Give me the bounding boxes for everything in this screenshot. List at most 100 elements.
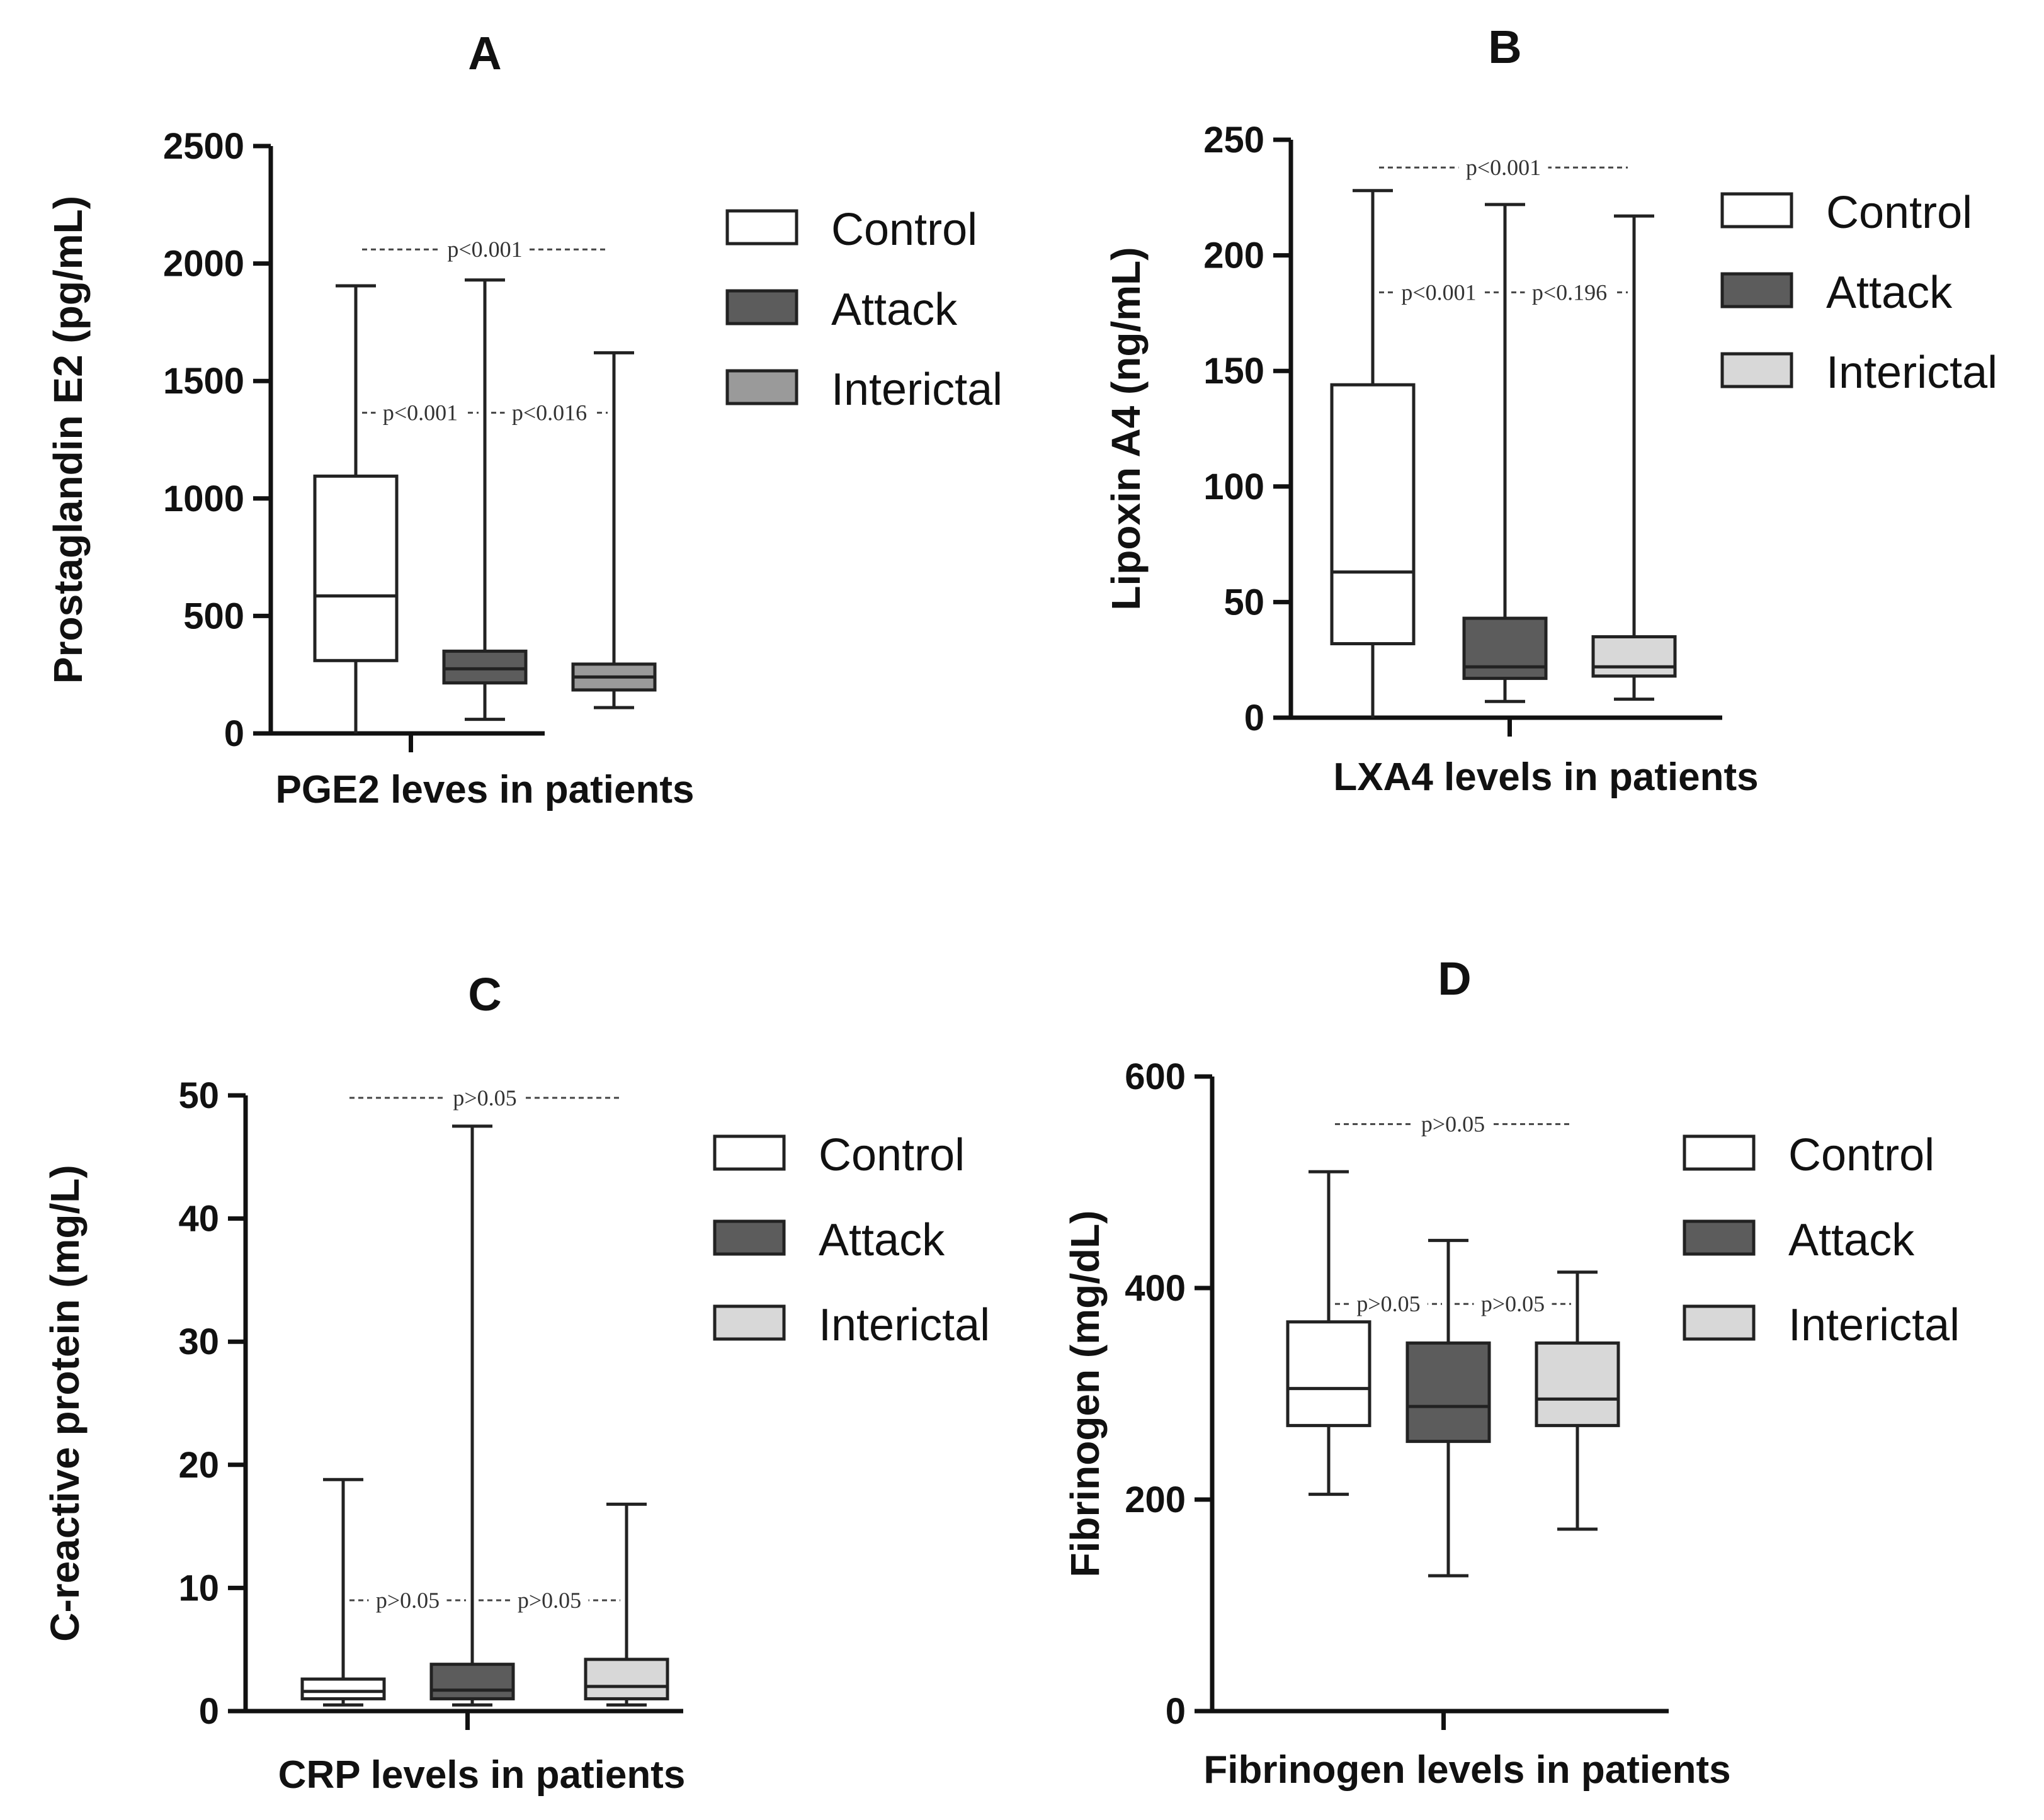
box-control [300, 1478, 386, 1707]
legend-label: Attack [1788, 1215, 1915, 1265]
iqr-box [429, 1663, 515, 1700]
iqr-box [1405, 1341, 1491, 1444]
y-axis-label: C-reactive protein (mg/L) [42, 1165, 88, 1641]
legend-item-control: Control [725, 205, 977, 255]
legend-item-control: Control [1683, 1130, 1934, 1180]
legend-label: Attack [831, 285, 958, 335]
y-tick-label: 500 [183, 596, 244, 636]
significance-label-bg [446, 1083, 524, 1111]
legend-swatch [1683, 1304, 1756, 1341]
legend-swatch [713, 1219, 786, 1256]
y-tick-label: 1000 [163, 478, 244, 519]
significance-annotation: p>0.05 [349, 1586, 466, 1613]
legend-label: Interictal [831, 365, 1002, 415]
significance-label-bg [440, 235, 530, 263]
y-axis-label: Lipoxin A4 (ng/mL) [1103, 247, 1149, 610]
significance-label-bg [1394, 278, 1484, 305]
y-tick-label: 30 [178, 1321, 219, 1362]
legend-item-interictal: Interictal [1683, 1300, 1960, 1350]
significance-label: p>0.05 [518, 1588, 581, 1613]
legend-item-control: Control [713, 1130, 965, 1180]
legend-swatch [1720, 352, 1793, 388]
legend-label: Interictal [1788, 1300, 1960, 1350]
y-tick-label: 50 [178, 1075, 219, 1116]
legend-swatch [713, 1304, 786, 1341]
y-tick-label: 2000 [163, 244, 244, 285]
iqr-box [1591, 635, 1677, 678]
significance-annotation: p<0.001 [362, 398, 479, 426]
y-tick-label: 50 [1224, 582, 1264, 623]
box-interictal [1591, 214, 1677, 701]
iqr-box [1535, 1341, 1620, 1427]
significance-label: p<0.001 [1466, 155, 1541, 180]
box-control [1330, 189, 1416, 718]
significance-label: p>0.05 [1481, 1291, 1545, 1316]
legend-swatch [1720, 272, 1793, 308]
legend-item-attack: Attack [1720, 268, 1953, 318]
significance-annotation: p>0.05 [1335, 1290, 1442, 1317]
y-tick-label: 40 [178, 1199, 219, 1240]
box-control [1286, 1170, 1371, 1496]
box-interictal [571, 351, 657, 709]
legend-swatch [713, 1134, 786, 1171]
significance-label-bg [1349, 1290, 1428, 1317]
y-axis-label: Prostaglandin E2 (pg/mL) [45, 196, 91, 684]
y-tick-label: 200 [1125, 1479, 1186, 1520]
panel-d: D 0 200 400 600 Fibrinogen (mg/dL) Fibrinogen … [1062, 952, 1960, 1792]
legend-item-interictal: Interictal [725, 365, 1002, 415]
significance-label: p>0.05 [1421, 1112, 1485, 1137]
legend-swatch [1683, 1219, 1756, 1256]
significance-label-bg [368, 1586, 447, 1613]
legend-label: Interictal [1826, 348, 1997, 398]
y-tick-label: 150 [1203, 351, 1264, 392]
significance-annotation: p<0.016 [491, 398, 608, 426]
box-attack [429, 1124, 515, 1707]
box-attack [442, 278, 528, 721]
y-axis-label: Fibrinogen (mg/dL) [1062, 1211, 1108, 1578]
legend-swatch [725, 289, 798, 325]
legend-label: Control [831, 205, 977, 255]
legend-label: Attack [1826, 268, 1953, 318]
legend-label: Interictal [819, 1300, 990, 1350]
iqr-box [313, 474, 399, 662]
y-tick-label: 0 [1166, 1691, 1186, 1732]
legend-label: Control [1826, 188, 1972, 238]
significance-label-bg [375, 398, 465, 426]
significance-label-bg [1473, 1290, 1552, 1317]
significance-annotation: p>0.05 [479, 1586, 620, 1613]
significance-annotation: p<0.196 [1511, 278, 1628, 305]
legend-label: Control [1788, 1130, 1934, 1180]
significance-label: p<0.016 [512, 400, 587, 426]
y-tick-label: 1500 [163, 361, 244, 402]
legend-swatch [725, 369, 798, 405]
x-axis-label: LXA4 levels in patients [1333, 755, 1758, 799]
x-axis-label: PGE2 leves in patients [275, 768, 694, 811]
x-axis-label: Fibrinogen levels in patients [1203, 1748, 1730, 1792]
significance-annotation: p>0.05 [1335, 1110, 1571, 1137]
significance-annotation: p>0.05 [349, 1083, 620, 1111]
significance-annotation: p<0.001 [362, 235, 608, 263]
legend-item-attack: Attack [713, 1215, 945, 1265]
significance-label: p>0.05 [376, 1588, 440, 1613]
significance-annotation: p<0.001 [1379, 278, 1499, 305]
y-tick-label: 2500 [163, 126, 244, 167]
iqr-box [300, 1677, 386, 1700]
y-tick-label: 600 [1125, 1056, 1186, 1097]
box-interictal [584, 1502, 669, 1707]
box-attack [1405, 1238, 1491, 1578]
legend-item-interictal: Interictal [713, 1300, 990, 1350]
significance-label: p>0.05 [1356, 1291, 1420, 1316]
legend-item-attack: Attack [725, 285, 958, 335]
y-tick-label: 100 [1203, 466, 1264, 507]
iqr-box [1330, 383, 1416, 645]
significance-label: p>0.05 [453, 1085, 516, 1111]
legend-item-attack: Attack [1683, 1215, 1915, 1265]
significance-label-bg [1414, 1110, 1492, 1137]
significance-label: p<0.001 [447, 237, 522, 262]
y-tick-label: 400 [1125, 1268, 1186, 1309]
iqr-box [442, 649, 528, 685]
legend-swatch [1720, 192, 1793, 229]
legend-swatch [1683, 1134, 1756, 1171]
y-tick-label: 20 [178, 1445, 219, 1486]
